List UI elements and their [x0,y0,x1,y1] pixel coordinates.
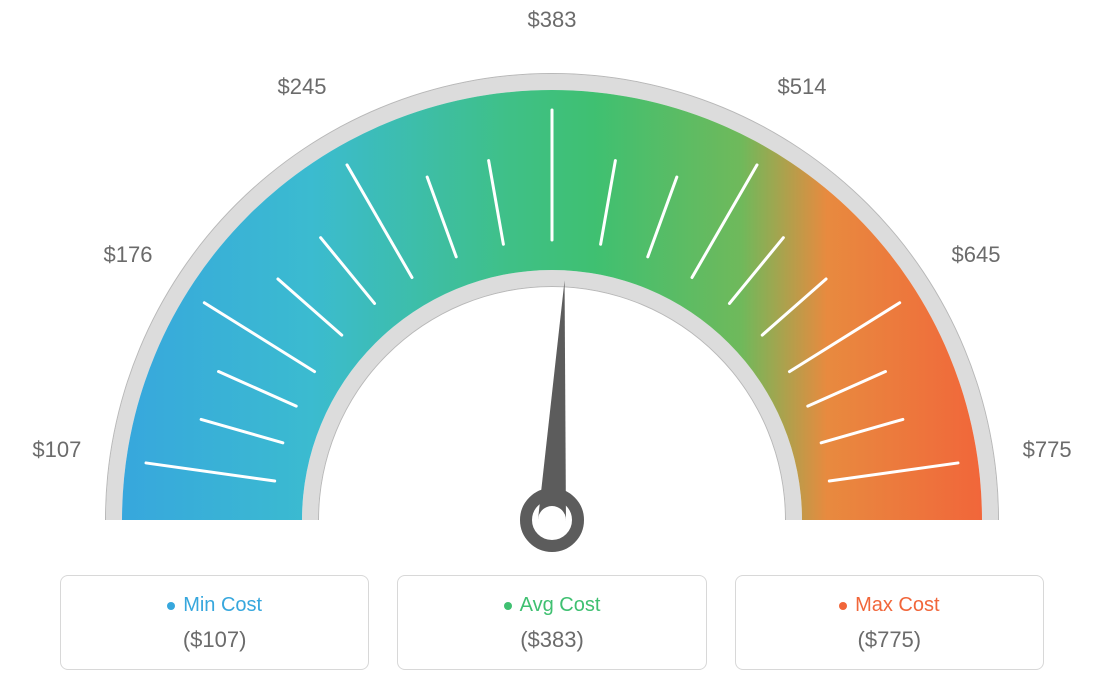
gauge-tick-label: $245 [278,74,327,100]
dot-icon [839,602,847,610]
legend-title-text: Avg Cost [520,594,601,617]
legend-title-text: Max Cost [855,594,939,617]
legend-value-avg: ($383) [408,627,695,653]
gauge-tick-label: $645 [952,242,1001,268]
gauge-tick-label: $176 [103,242,152,268]
dot-icon [167,602,175,610]
gauge-tick-label: $107 [32,437,81,463]
legend-card-max: Max Cost ($775) [735,575,1044,670]
legend-title-avg: Avg Cost [504,594,601,617]
legend-value-min: ($107) [71,627,358,653]
gauge-svg [0,0,1104,560]
legend-value-max: ($775) [746,627,1033,653]
legend-title-text: Min Cost [183,594,262,617]
legend-card-min: Min Cost ($107) [60,575,369,670]
legend-row: Min Cost ($107) Avg Cost ($383) Max Cost… [0,575,1104,670]
gauge-tick-label: $383 [528,7,577,33]
gauge-container: $107 $176 $245 $383 $514 $645 $775 [0,0,1104,560]
gauge-tick-label: $514 [778,74,827,100]
dot-icon [504,602,512,610]
legend-title-max: Max Cost [839,594,939,617]
legend-title-min: Min Cost [167,594,262,617]
gauge-tick-label: $775 [1023,437,1072,463]
legend-card-avg: Avg Cost ($383) [397,575,706,670]
